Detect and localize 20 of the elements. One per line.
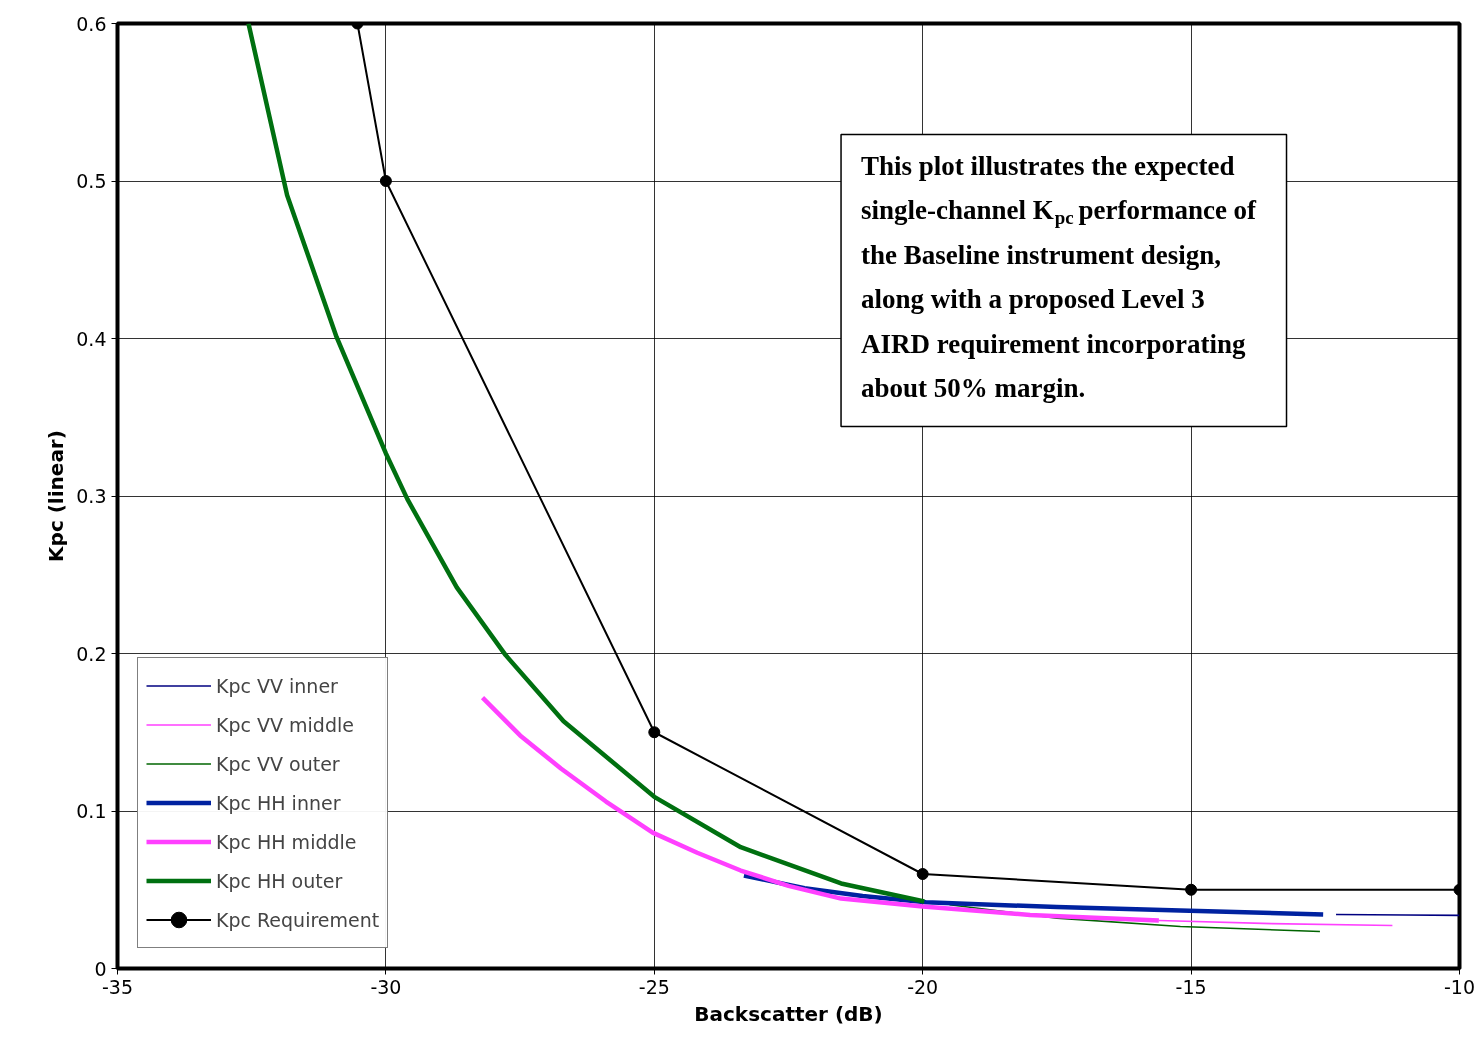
x-tick-label: -30 — [370, 975, 402, 998]
legend-label: Kpc HH inner — [216, 790, 341, 816]
y-axis-title: Kpc (linear) — [44, 430, 69, 562]
x-tick-label: -15 — [1175, 975, 1207, 998]
legend-label: Kpc HH outer — [216, 868, 343, 894]
x-tick-label: -20 — [907, 975, 939, 998]
legend-label: Kpc Requirement — [216, 907, 380, 933]
legend-label: Kpc HH middle — [216, 829, 357, 855]
y-tick-label: 0.3 — [76, 485, 107, 507]
y-tick-label: 0.2 — [76, 642, 107, 665]
legend-label: Kpc VV inner — [216, 673, 338, 699]
y-tick-label: 0.4 — [76, 327, 107, 350]
x-axis-title: Backscatter (dB) — [694, 1001, 883, 1026]
legend-label: Kpc VV outer — [216, 751, 340, 777]
legend-label: Kpc VV middle — [216, 712, 354, 738]
y-tick-label: 0.5 — [76, 170, 107, 192]
x-tick-label: -25 — [638, 975, 670, 998]
x-tick-label: -10 — [1443, 975, 1476, 998]
y-tick-label: 0.1 — [76, 800, 107, 822]
y-tick-label: 0.6 — [76, 12, 107, 35]
